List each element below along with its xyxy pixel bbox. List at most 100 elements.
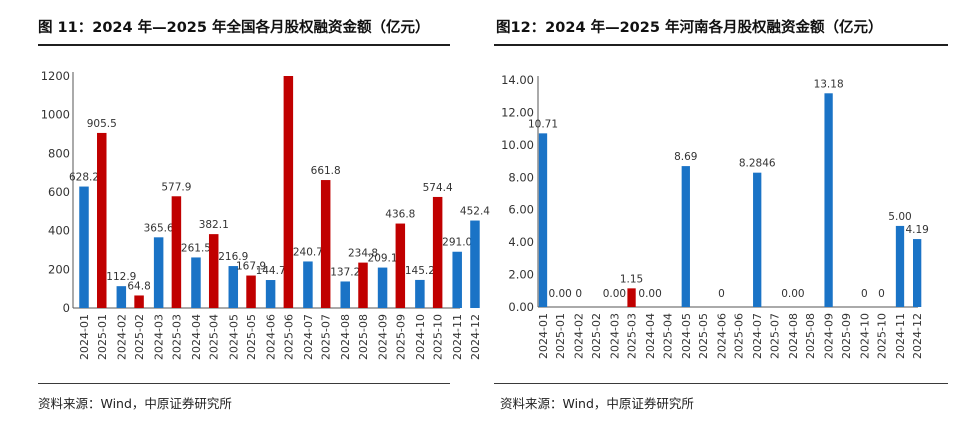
bar: [340, 281, 350, 308]
bar: [116, 286, 127, 308]
y-tick-label: 1200: [41, 69, 70, 83]
bar: [228, 266, 239, 308]
x-tick-label: 2024-07: [302, 314, 315, 360]
data-label: 365.6: [144, 222, 174, 234]
data-label: 112.9: [106, 271, 136, 283]
y-tick-label: 0.00: [508, 300, 534, 314]
y-tick-label: 400: [48, 224, 70, 238]
data-label: 0.00: [603, 288, 626, 300]
x-tick-label: 2025-02: [133, 314, 146, 360]
data-label: 577.9: [161, 181, 191, 193]
title-rule: [494, 44, 948, 46]
x-tick-label: 2025-08: [357, 314, 370, 360]
x-tick-label: 2024-02: [115, 314, 128, 360]
x-tick-label: 2024-01: [78, 314, 91, 360]
data-label: 382.1: [199, 219, 229, 231]
title-rule: [38, 44, 450, 46]
y-tick-label: 10.00: [501, 138, 534, 152]
bar: [415, 279, 425, 308]
x-tick-label: 2025-10: [432, 314, 445, 360]
data-label: 1.15: [620, 273, 643, 285]
x-tick-label: 2025-01: [96, 314, 109, 360]
x-tick-label: 2024-01: [537, 313, 550, 359]
data-label: 167.9: [236, 261, 266, 273]
y-tick-label: 800: [48, 146, 70, 160]
bar: [246, 275, 256, 308]
bar: [320, 180, 331, 308]
x-tick-label: 2024-12: [911, 313, 924, 359]
x-tick-label: 2025-07: [768, 313, 781, 359]
x-tick-label: 2024-03: [153, 314, 166, 360]
data-label: 144.7: [256, 265, 286, 277]
x-tick-label: 2025-07: [320, 314, 333, 360]
bar: [191, 257, 201, 308]
y-tick-label: 12.00: [501, 105, 534, 119]
x-tick-label: 2024-10: [414, 314, 427, 360]
chart-title: 图12：2024 年—2025 年河南各月股权融资金额（亿元）: [496, 20, 883, 36]
data-label: 0.00: [781, 288, 804, 300]
y-tick-label: 8.00: [508, 170, 534, 184]
y-tick-label: 4.00: [508, 235, 534, 249]
x-tick-label: 2024-05: [227, 314, 240, 360]
henan-chart-panel: 图12：2024 年—2025 年河南各月股权融资金额（亿元） 0.00 2.00…: [490, 0, 962, 432]
data-label: 0: [878, 288, 885, 300]
x-tick-label: 2025-04: [661, 313, 674, 359]
data-label: 0.00: [548, 288, 571, 300]
x-tick-label: 2024-09: [377, 314, 390, 360]
bar: [470, 220, 480, 308]
national-chart-panel: 图 11：2024 年—2025 年全国各月股权融资金额（亿元） 0 200 400…: [0, 0, 490, 432]
bar: [134, 295, 144, 308]
y-tick-label: 6.00: [508, 203, 534, 217]
bar: [208, 234, 219, 308]
data-label: 234.8: [348, 248, 378, 260]
bar: [97, 132, 107, 308]
data-label: 0.00: [638, 288, 661, 300]
data-label: 5.00: [888, 211, 911, 223]
x-tick-label: 2024-06: [716, 313, 729, 359]
data-label: 216.9: [218, 251, 248, 263]
bar: [395, 223, 406, 308]
bar: [753, 172, 762, 307]
bar: [432, 196, 443, 308]
data-label: 8.2846: [739, 158, 776, 170]
x-tick-label: 2025-02: [590, 313, 603, 359]
x-tick-label: 2024-09: [823, 313, 836, 359]
x-tick-label: 2025-03: [626, 313, 639, 359]
data-label: 209.1: [368, 253, 398, 265]
bar: [913, 239, 922, 307]
x-tick-label: 2024-08: [787, 313, 800, 359]
source-rule: [38, 383, 450, 384]
bar: [681, 166, 690, 307]
data-label: 137.2: [330, 266, 360, 278]
bar: [283, 76, 294, 308]
data-label: 4.19: [905, 224, 928, 236]
data-label: 291.0: [442, 237, 472, 249]
x-tick-label: 2024-05: [680, 313, 693, 359]
y-tick-label: 2.00: [508, 268, 534, 282]
data-label: 8.69: [674, 151, 697, 163]
y-tick-label: 14.00: [501, 73, 534, 87]
x-tick-label: 2025-09: [394, 314, 407, 360]
x-tick-label: 2025-06: [282, 314, 295, 360]
data-label: 661.8: [311, 165, 341, 177]
henan-bar-chart: 0.00 2.00 4.00 6.00 8.00 10.00 12.00 14.00 10.71…: [501, 73, 929, 359]
data-label: 145.2: [405, 265, 435, 277]
x-tick-label: 2025-06: [733, 313, 746, 359]
y-tick-label: 1000: [41, 108, 70, 122]
data-label: 0: [575, 288, 582, 300]
bar: [303, 261, 313, 308]
data-label: 0: [861, 288, 868, 300]
bar: [265, 280, 276, 308]
x-tick-label: 2024-08: [339, 314, 352, 360]
data-label: 436.8: [385, 209, 415, 221]
x-tick-label: 2025-01: [554, 313, 567, 359]
bar: [538, 133, 548, 307]
x-tick-label: 2025-05: [697, 313, 710, 359]
x-tick-label: 2025-09: [840, 313, 853, 359]
bar: [79, 186, 89, 308]
data-label: 261.5: [181, 242, 211, 254]
bar: [153, 237, 164, 308]
source-note: 资料来源：Wind，中原证券研究所: [38, 396, 232, 411]
data-label: 240.7: [293, 246, 323, 258]
source-note: 资料来源：Wind，中原证券研究所: [500, 396, 694, 411]
